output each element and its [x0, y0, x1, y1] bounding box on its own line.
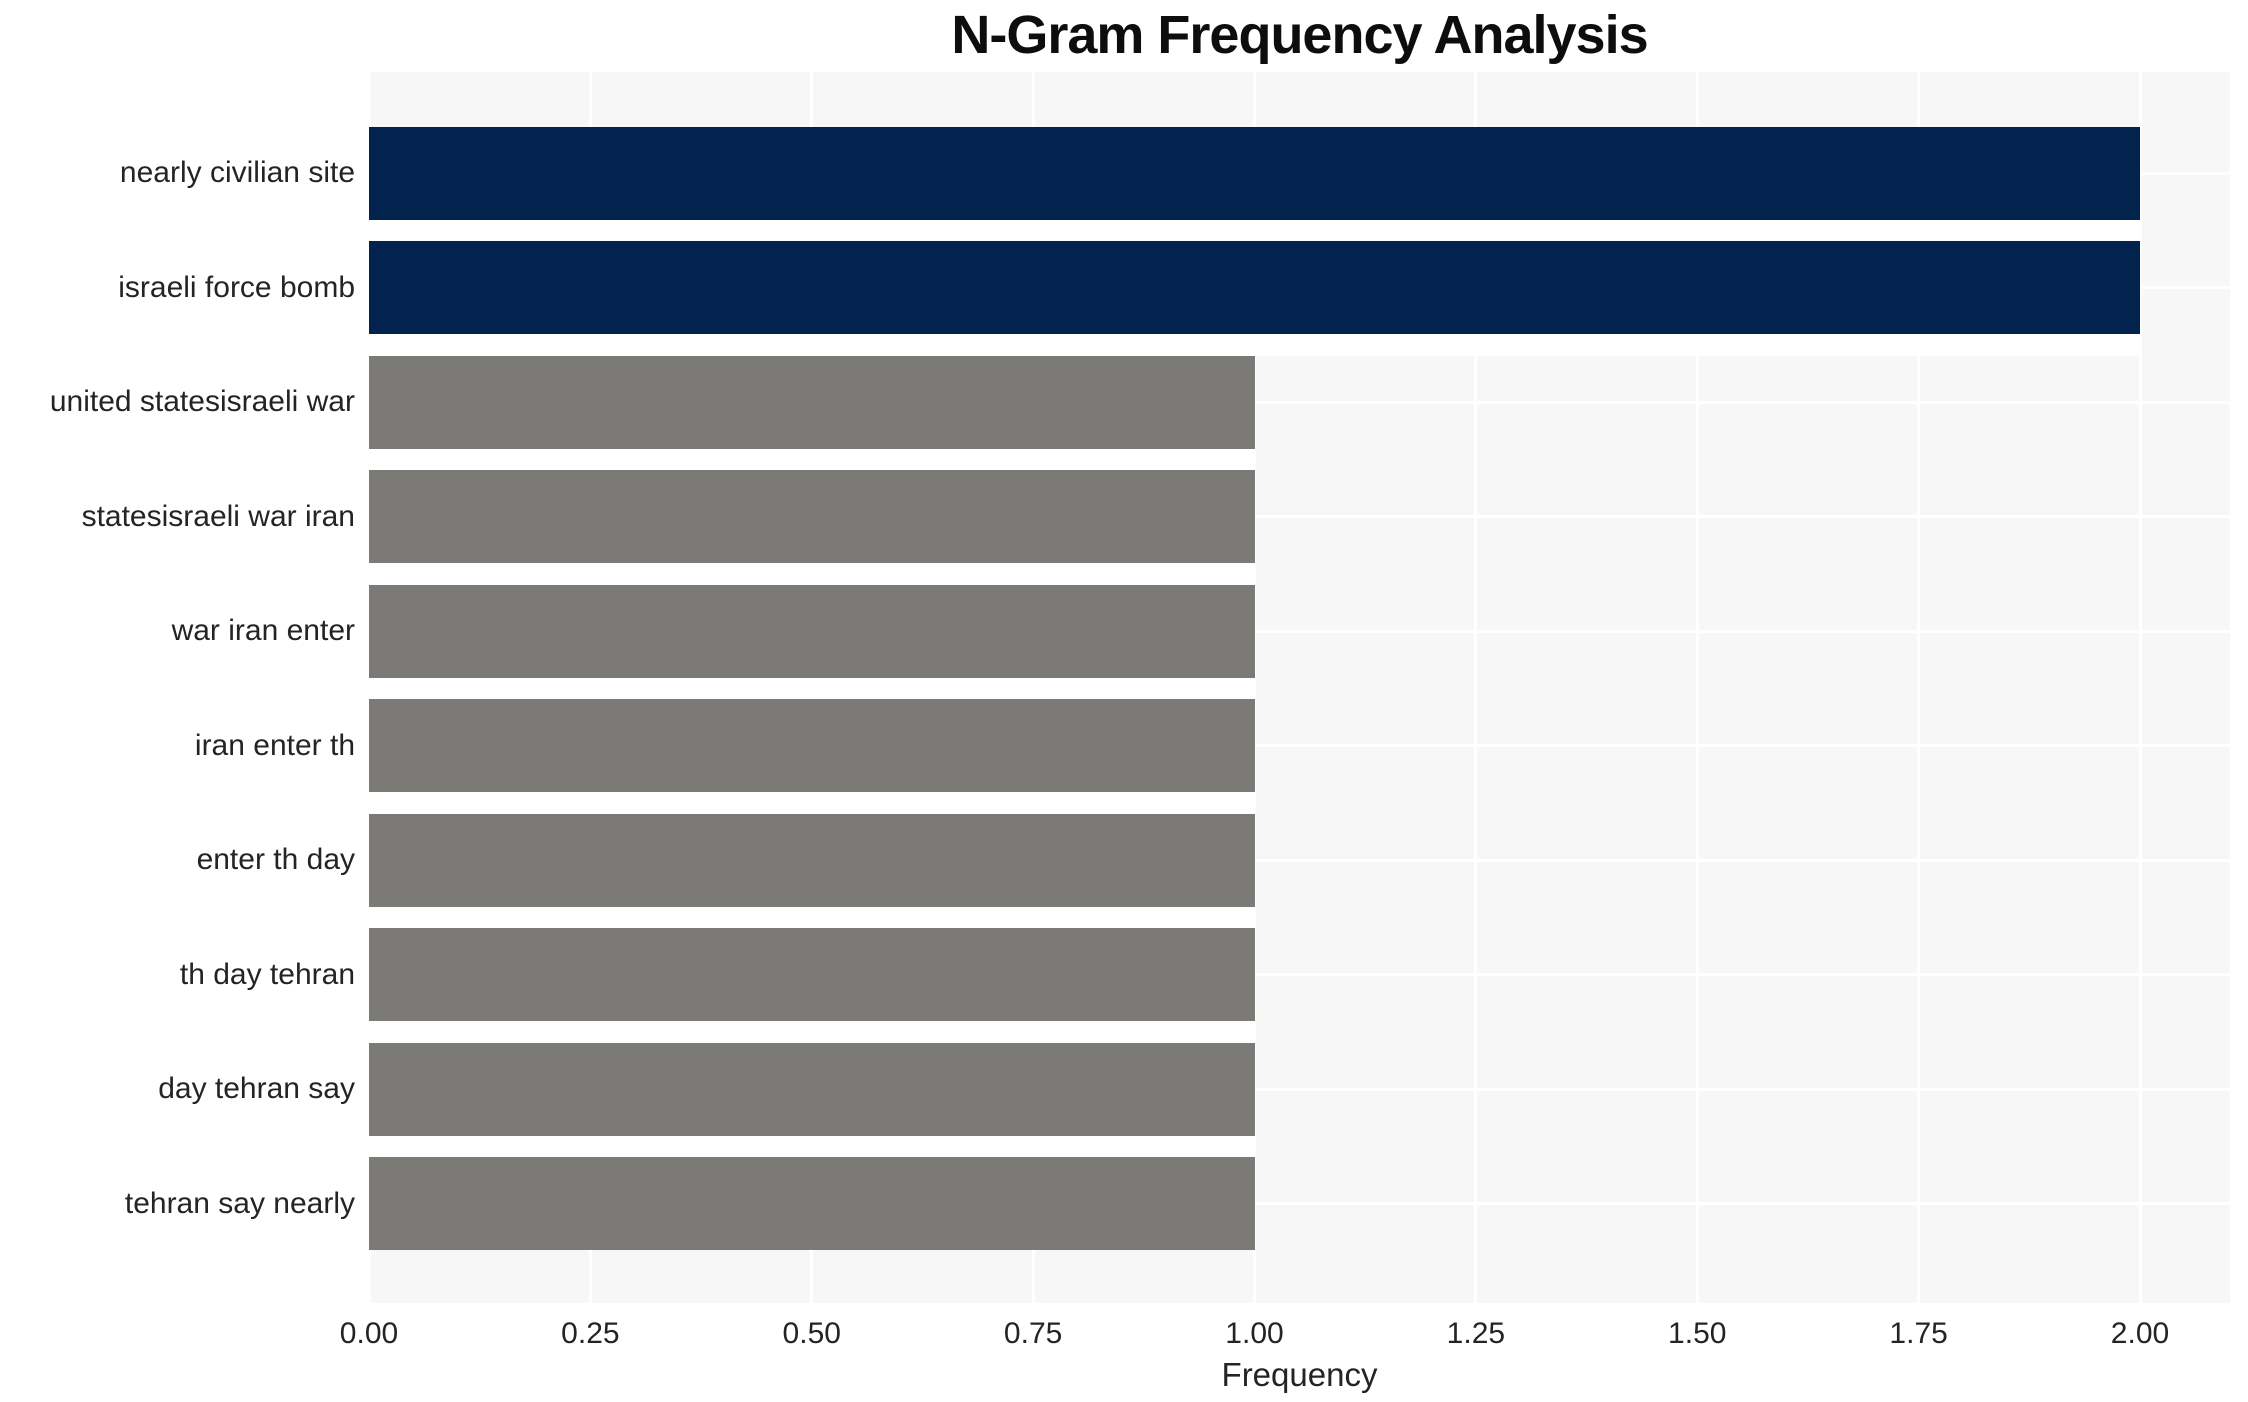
vertical-gridline — [1917, 72, 1921, 1303]
vertical-gridline — [1253, 72, 1256, 1303]
bar — [369, 355, 1255, 449]
y-tick-label: enter th day — [196, 843, 355, 876]
chart-title: N-Gram Frequency Analysis — [951, 5, 1648, 65]
y-tick-label: th day tehran — [179, 957, 355, 991]
vertical-gridline — [2138, 72, 2142, 1303]
y-tick-label: statesisraeli war iran — [81, 499, 355, 533]
y-tick-label: day tehran say — [158, 1072, 355, 1105]
x-tick-label: 0.25 — [561, 1317, 620, 1350]
horizontal-gridline — [369, 744, 2230, 747]
bar — [369, 126, 2140, 220]
bar — [369, 813, 1255, 907]
y-tick-label: tehran say nearly — [124, 1186, 355, 1220]
bar-gap-band — [369, 677, 1255, 699]
bar-gap-band — [369, 334, 2140, 356]
vertical-gridline — [1474, 72, 1478, 1303]
horizontal-gridline — [369, 858, 2230, 862]
horizontal-gridline — [369, 515, 2230, 518]
vertical-gridline — [1695, 72, 1699, 1303]
bar-gap-band — [369, 906, 1255, 928]
x-tick-label: 1.00 — [1225, 1317, 1284, 1350]
x-axis-label: Frequency — [1221, 1356, 1378, 1393]
y-tick-label: iran enter th — [194, 728, 355, 762]
bar — [369, 584, 1255, 678]
bar — [369, 1157, 1255, 1250]
bar — [369, 928, 1255, 1021]
x-tick-label: 0.00 — [339, 1317, 399, 1350]
x-tick-label: 2.00 — [2110, 1317, 2170, 1350]
x-tick-label: 0.50 — [782, 1317, 841, 1350]
horizontal-gridline — [369, 1202, 2230, 1205]
bar-gap-band — [369, 1021, 1255, 1043]
y-tick-label: war iran enter — [171, 614, 355, 647]
x-tick-label: 0.75 — [1003, 1317, 1063, 1350]
horizontal-gridline — [369, 629, 2230, 633]
y-tick-label: israeli force bomb — [118, 270, 355, 304]
x-tick-label: 1.25 — [1446, 1317, 1506, 1350]
bar-gap-band — [369, 792, 1255, 814]
bar-gap-band — [369, 219, 2140, 241]
horizontal-gridline — [369, 1087, 2230, 1091]
y-tick-label: nearly civilian site — [119, 156, 355, 189]
plot-area — [367, 72, 2230, 1303]
bar — [369, 241, 2140, 334]
bar-gap-band — [369, 1135, 1255, 1157]
bar — [369, 1042, 1255, 1136]
bar-gap-band — [369, 448, 1255, 470]
horizontal-gridline — [369, 973, 2230, 976]
horizontal-gridline — [369, 400, 2230, 404]
bar — [369, 470, 1255, 563]
x-tick-label: 1.50 — [1668, 1317, 1727, 1350]
x-tick-label: 1.75 — [1889, 1317, 1948, 1350]
bar-gap-band — [369, 563, 1255, 585]
y-tick-label: united statesisraeli war — [49, 385, 355, 418]
bar — [369, 699, 1255, 792]
